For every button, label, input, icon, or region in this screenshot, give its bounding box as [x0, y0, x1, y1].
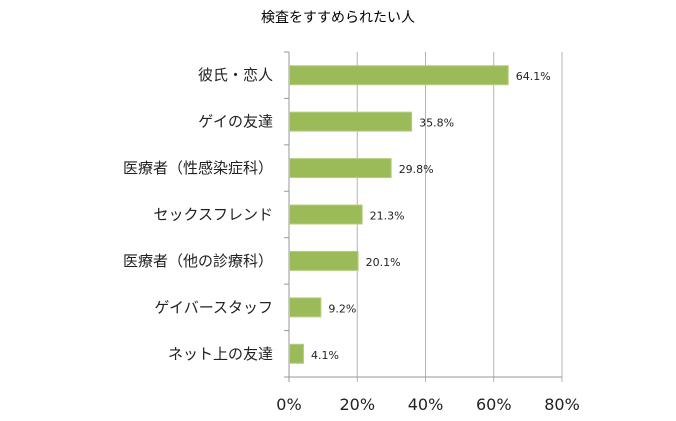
bar: [289, 343, 304, 364]
x-tick-label: 0%: [276, 395, 301, 414]
value-label: 29.8%: [399, 163, 434, 176]
category-label: ゲイバースタッフ: [154, 298, 273, 316]
bar: [289, 297, 322, 318]
x-tick-label: 40%: [408, 395, 444, 414]
value-label: 21.3%: [370, 210, 405, 223]
value-label: 4.1%: [311, 349, 339, 362]
value-label: 35.8%: [419, 117, 454, 130]
chart-title: 検査をすすめられたい人: [261, 10, 415, 26]
bar: [289, 65, 509, 86]
x-tick-label: 80%: [544, 395, 580, 414]
value-label: 9.2%: [328, 302, 356, 315]
category-label: 医療者（他の診療科）: [123, 252, 273, 270]
bar: [289, 158, 392, 179]
category-label: 彼氏・恋人: [198, 66, 273, 84]
value-label: 20.1%: [366, 256, 401, 269]
x-tick-label: 20%: [339, 395, 375, 414]
bar: [289, 204, 363, 225]
bar: [289, 111, 413, 132]
category-label: ゲイの友達: [198, 113, 273, 131]
category-label: セックスフレンド: [153, 206, 273, 224]
bar: [289, 250, 359, 271]
category-label: ネット上の友達: [168, 345, 273, 363]
x-tick-label: 60%: [476, 395, 512, 414]
category-label: 医療者（性感染症科）: [123, 159, 273, 177]
value-label: 64.1%: [516, 70, 551, 83]
